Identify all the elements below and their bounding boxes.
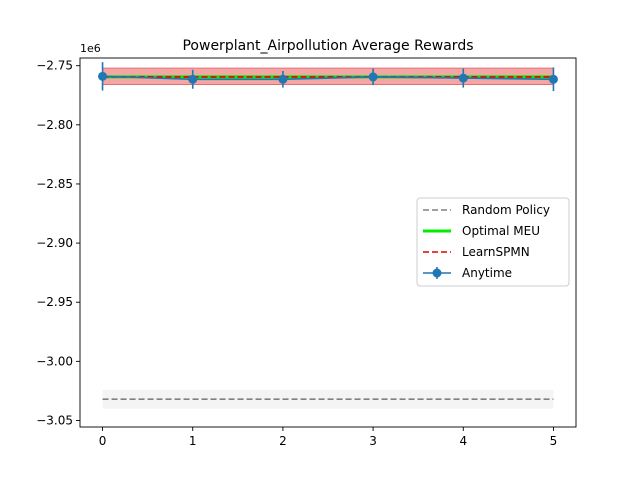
y-tick-label: −2.90 bbox=[36, 236, 73, 250]
chart-title: Powerplant_Airpollution Average Rewards bbox=[182, 38, 473, 54]
axes: 0 1 2 3 4 5 −3.05 −3.00 −2.95 −2.90 −2.85 −2.80 −2.7… bbox=[36, 57, 577, 448]
legend-label-random-policy: Random Policy bbox=[462, 203, 550, 217]
anytime-point bbox=[278, 74, 288, 84]
legend: Random Policy Optimal MEU LearnSPMN Anytime bbox=[416, 197, 570, 287]
anytime-point bbox=[368, 72, 378, 82]
y-tick-label: −2.75 bbox=[36, 59, 73, 73]
y-tick-label: −3.05 bbox=[36, 413, 73, 427]
x-tick-label: 4 bbox=[459, 434, 467, 448]
y-offset-label: 1e6 bbox=[80, 42, 101, 55]
anytime-point bbox=[548, 74, 558, 84]
anytime-point bbox=[188, 74, 198, 84]
y-tick-label: −3.00 bbox=[36, 354, 73, 368]
x-tick-label: 2 bbox=[279, 434, 287, 448]
x-tick-label: 3 bbox=[369, 434, 377, 448]
x-tick-label: 1 bbox=[189, 434, 197, 448]
axes-frame bbox=[79, 57, 577, 428]
anytime-point bbox=[458, 73, 468, 83]
legend-marker-anytime bbox=[432, 268, 442, 278]
legend-label-learnspmn: LearnSPMN bbox=[462, 245, 530, 259]
anytime-line bbox=[102, 75, 554, 81]
x-tick-label: 5 bbox=[550, 434, 558, 448]
legend-label-anytime: Anytime bbox=[462, 266, 512, 280]
legend-label-optimal-meu: Optimal MEU bbox=[462, 224, 540, 238]
y-tick-label: −2.80 bbox=[36, 118, 73, 132]
y-tick-label: −2.95 bbox=[36, 295, 73, 309]
y-tick-label: −2.85 bbox=[36, 177, 73, 191]
legend-box bbox=[416, 197, 570, 287]
plot-area bbox=[98, 62, 558, 409]
anytime-point bbox=[98, 71, 108, 81]
x-tick-label: 0 bbox=[99, 434, 107, 448]
